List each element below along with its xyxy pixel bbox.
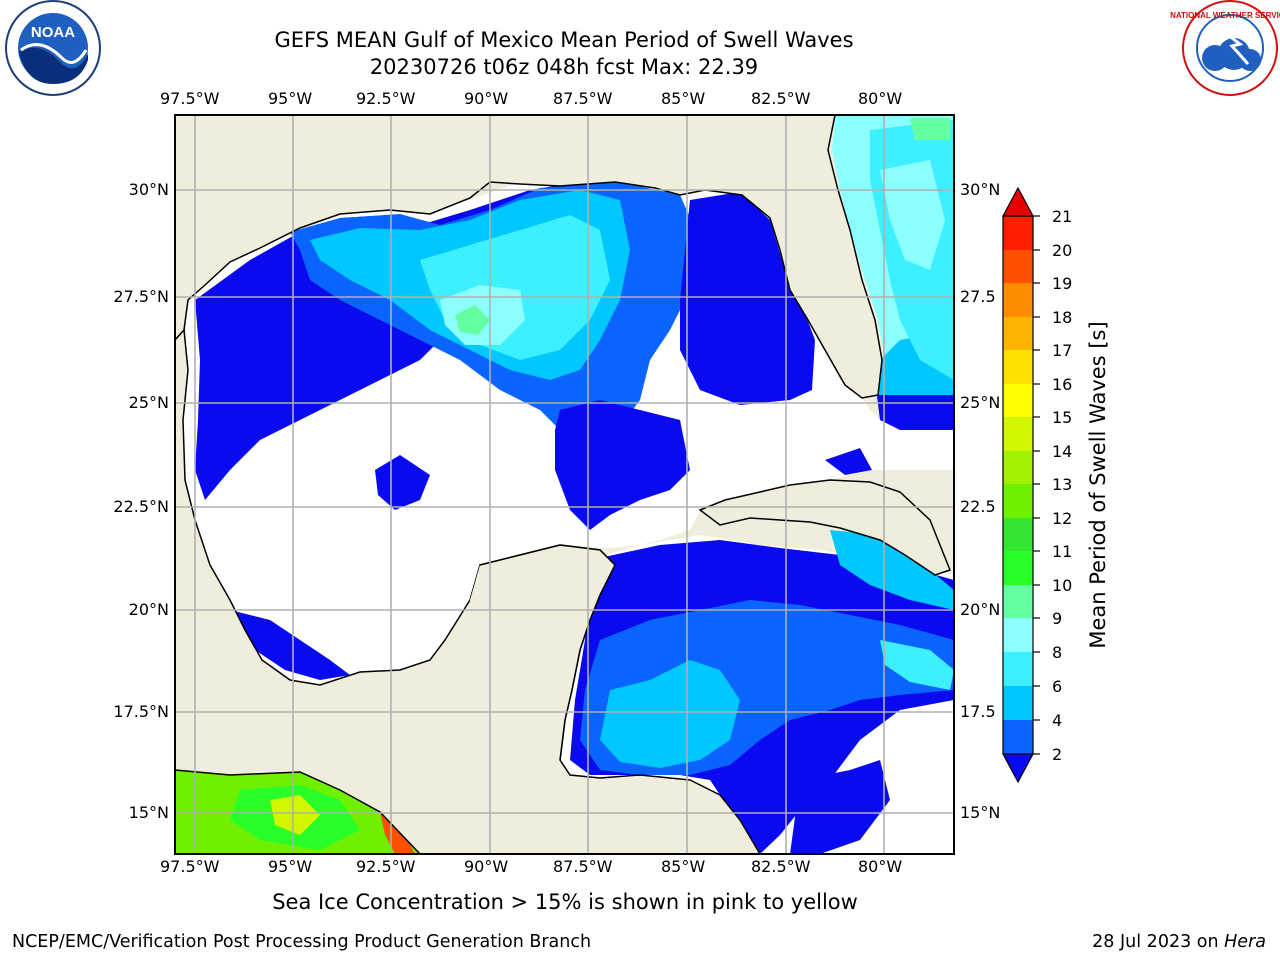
lat-label-right: 15°N [960, 803, 1001, 822]
lat-label-right: 30°N [960, 180, 1001, 199]
lat-label-left: 17.5°N [113, 702, 169, 721]
lat-label-right: 22.5 [960, 497, 996, 516]
footer-host: Hera [1224, 932, 1266, 952]
lat-label-right: 17.5 [960, 702, 996, 721]
map-data-layer [175, 115, 954, 854]
lon-label-bottom: 87.5°W [553, 857, 613, 876]
lon-label-bottom: 85°W [661, 857, 706, 876]
colorbar-tick: 20 [1052, 241, 1073, 260]
colorbar-tick: 13 [1052, 475, 1073, 494]
colorbar-tick: 10 [1052, 576, 1073, 595]
lon-label-top: 90°W [464, 89, 509, 108]
colorbar-tick: 19 [1052, 274, 1073, 293]
svg-text:NATIONAL WEATHER SERVICE: NATIONAL WEATHER SERVICE [1170, 11, 1280, 20]
lon-label-bottom: 97.5°W [160, 857, 220, 876]
footer-date: 28 Jul 2023 on Hera [1092, 932, 1266, 952]
lat-label-right: 25°N [960, 393, 1001, 412]
footer-credit: NCEP/EMC/Verification Post Processing Pr… [12, 932, 592, 952]
colorbar-tick: 4 [1052, 711, 1063, 730]
map-frame [174, 114, 955, 855]
lon-label-bottom: 82.5°W [751, 857, 811, 876]
colorbar-tick: 9 [1052, 609, 1063, 628]
colorbar-tick: 11 [1052, 542, 1073, 561]
colorbar-tick: 2 [1052, 745, 1063, 764]
land-cuba [698, 479, 951, 576]
colorbar-tick: 17 [1052, 341, 1073, 360]
map-subtitle: 20230726 t06z 048h fcst Max: 22.39 [369, 55, 759, 79]
lat-label-left: 25°N [128, 393, 169, 412]
colorbar [1001, 186, 1040, 784]
noaa-logo: NOAA [5, 0, 101, 96]
lon-label-bottom: 90°W [464, 857, 509, 876]
colorbar-tick: 14 [1052, 442, 1073, 461]
colorbar-tick: 6 [1052, 677, 1063, 696]
lon-label-top: 87.5°W [553, 89, 613, 108]
lon-label-bottom: 80°W [858, 857, 903, 876]
lat-label-left: 20°N [128, 600, 169, 619]
lat-label-left: 30°N [128, 180, 169, 199]
nws-logo: NATIONAL WEATHER SERVICE [1170, 0, 1280, 96]
lon-label-bottom: 95°W [268, 857, 313, 876]
lat-label-right: 27.5 [960, 287, 996, 306]
lon-label-top: 85°W [661, 89, 706, 108]
lat-label-left: 15°N [128, 803, 169, 822]
lon-label-bottom: 92.5°W [356, 857, 416, 876]
colorbar-tick: 12 [1052, 509, 1073, 528]
lon-label-top: 82.5°W [751, 89, 811, 108]
colorbar-tick: 15 [1052, 408, 1073, 427]
colorbar-tick: 8 [1052, 643, 1063, 662]
colorbar-tick: 16 [1052, 375, 1073, 394]
lat-label-right: 20°N [960, 600, 1001, 619]
lon-label-top: 97.5°W [160, 89, 220, 108]
colorbar-tick: 21 [1052, 207, 1073, 226]
lon-label-top: 95°W [268, 89, 313, 108]
colorbar-tick: 18 [1052, 308, 1073, 327]
lat-label-left: 22.5°N [113, 497, 169, 516]
noaa-logo-text: NOAA [31, 24, 75, 41]
lon-label-top: 80°W [858, 89, 903, 108]
sea-ice-caption: Sea Ice Concentration > 15% is shown in … [272, 890, 858, 914]
graticule [175, 115, 954, 854]
map-title: GEFS MEAN Gulf of Mexico Mean Period of … [274, 28, 854, 52]
lon-label-top: 92.5°W [356, 89, 416, 108]
lat-label-left: 27.5°N [113, 287, 169, 306]
